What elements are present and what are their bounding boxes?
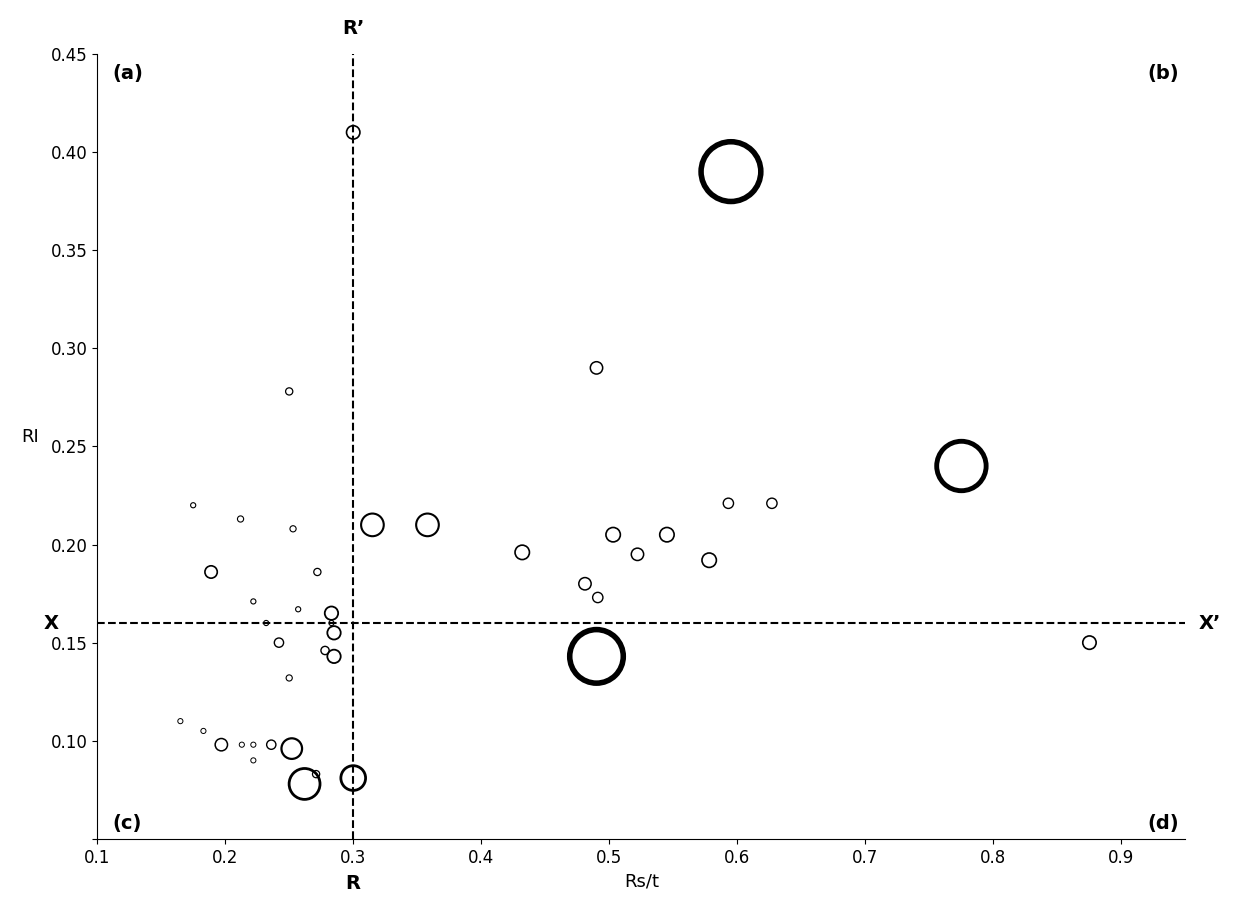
Point xyxy=(184,498,203,513)
Point xyxy=(288,602,308,617)
Point xyxy=(512,545,532,559)
Point xyxy=(306,767,326,782)
Point xyxy=(720,164,740,179)
Point xyxy=(279,670,299,685)
Point xyxy=(718,496,738,510)
Point xyxy=(699,553,719,568)
Point xyxy=(324,626,343,640)
Point xyxy=(201,565,221,579)
Point xyxy=(575,577,595,591)
Point xyxy=(657,527,677,542)
Point xyxy=(269,635,289,650)
Point xyxy=(587,361,606,375)
Point xyxy=(763,496,782,510)
Point xyxy=(603,527,622,542)
Point xyxy=(587,649,606,663)
Text: (c): (c) xyxy=(113,814,141,833)
X-axis label: Rs/t: Rs/t xyxy=(624,872,658,890)
Point xyxy=(257,616,277,630)
Point xyxy=(243,594,263,609)
Text: (d): (d) xyxy=(1147,814,1179,833)
Point xyxy=(243,737,263,752)
Point xyxy=(315,643,335,658)
Text: R’: R’ xyxy=(342,19,365,38)
Point xyxy=(308,565,327,579)
Point xyxy=(321,606,341,620)
Point xyxy=(170,714,190,729)
Text: X: X xyxy=(43,613,58,632)
Point xyxy=(193,723,213,738)
Point xyxy=(343,771,363,785)
Point xyxy=(231,512,250,527)
Point xyxy=(324,649,343,663)
Point xyxy=(232,737,252,752)
Point xyxy=(951,459,971,474)
Point xyxy=(418,517,438,532)
Y-axis label: RI: RI xyxy=(21,428,38,446)
Point xyxy=(627,547,647,561)
Point xyxy=(281,742,301,756)
Text: R: R xyxy=(346,875,361,893)
Point xyxy=(262,737,281,752)
Point xyxy=(211,737,231,752)
Text: X’: X’ xyxy=(1198,613,1220,632)
Point xyxy=(321,616,341,630)
Point xyxy=(243,753,263,768)
Text: (b): (b) xyxy=(1147,64,1179,83)
Text: (a): (a) xyxy=(113,64,144,83)
Point xyxy=(295,777,315,792)
Point xyxy=(362,517,382,532)
Point xyxy=(1080,635,1100,650)
Point xyxy=(279,384,299,399)
Point xyxy=(343,125,363,139)
Point xyxy=(283,521,303,536)
Point xyxy=(588,590,608,605)
